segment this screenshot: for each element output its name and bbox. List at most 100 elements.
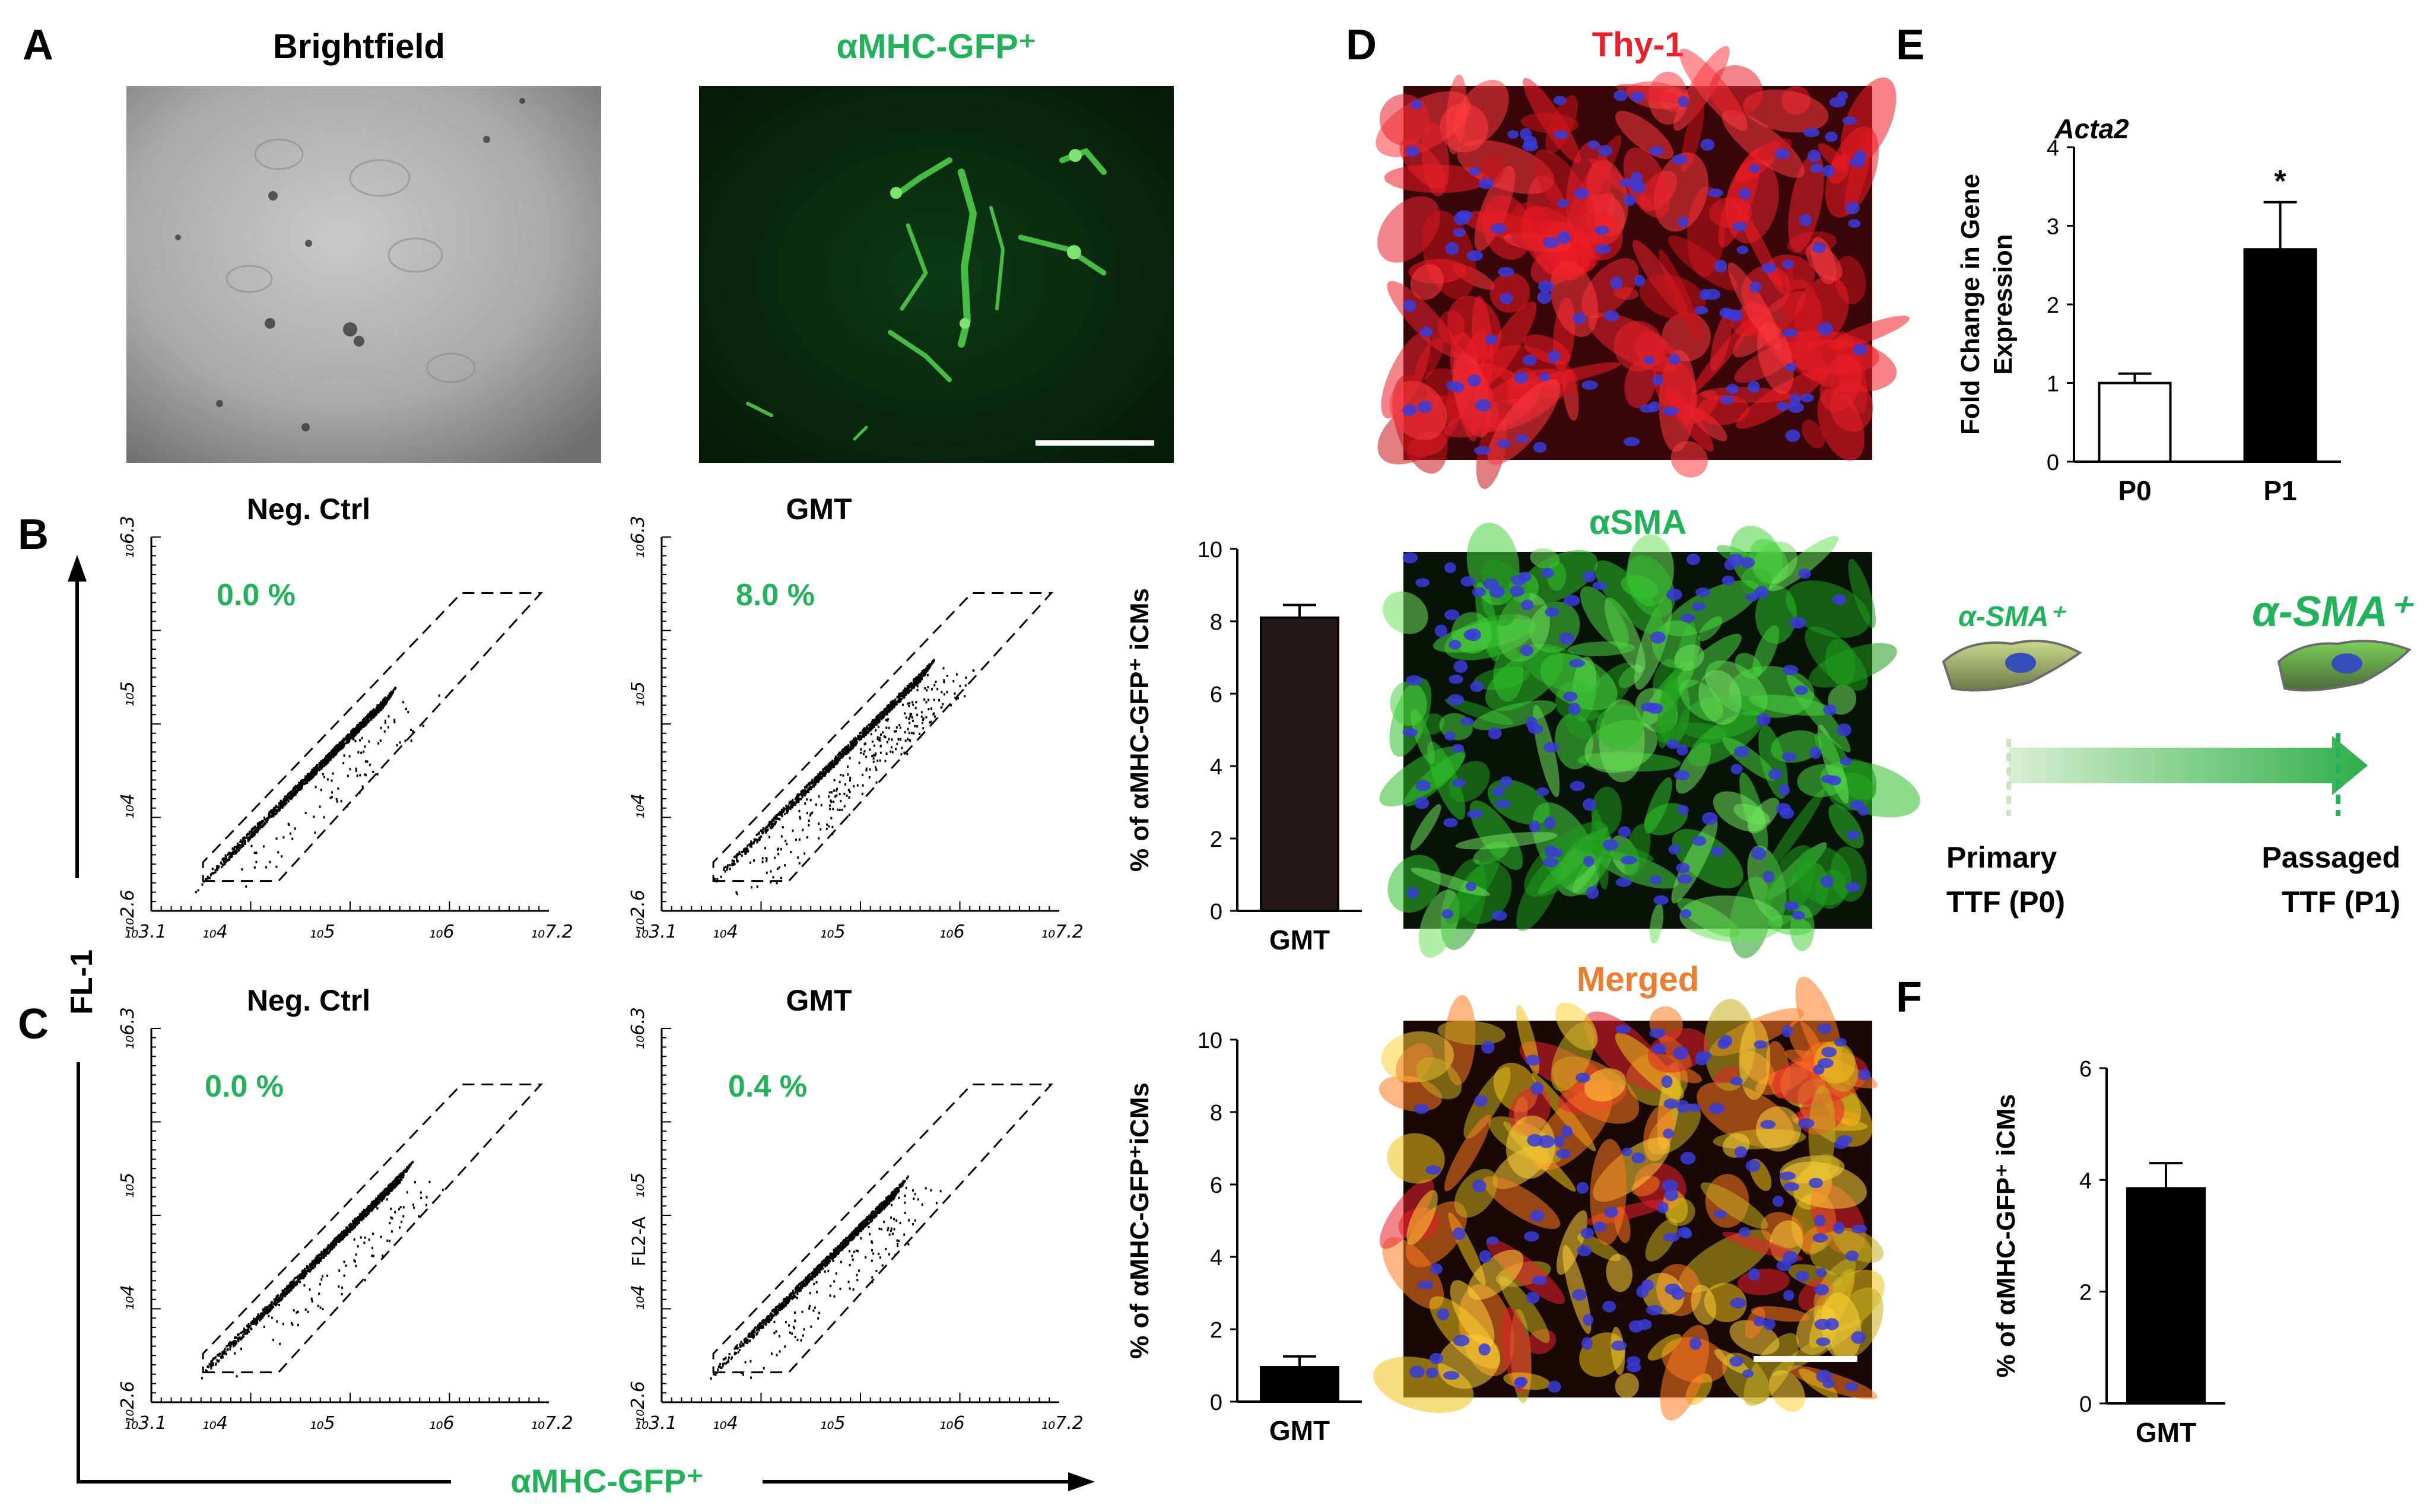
passage-arrow-icon: [2006, 733, 2368, 816]
x-tick-label: ₁₀7.2: [531, 1413, 573, 1434]
asma-image: [1379, 522, 1920, 958]
x-tick-label: ₁₀4: [713, 1413, 738, 1434]
y-tick-label: 0: [1210, 1390, 1222, 1415]
category-label: GMT: [1269, 1415, 1330, 1446]
y-tick-label: 6: [2079, 1057, 2092, 1082]
gfp-axis-label: αMHC-GFP⁺: [510, 1462, 703, 1500]
y-tick-label: ₁₀4: [117, 1285, 138, 1310]
flow-plot: Neg. Ctrl ₁₀3.1 ₁₀4 ₁₀5 ₁₀6 ₁₀7.2 ₁₀2.6 ₁₀4 ₁₀5 ₁…: [117, 984, 573, 1434]
flow-gate-percent: 0.4 %: [728, 1069, 807, 1104]
y-tick-label: 8: [1210, 610, 1222, 635]
y-tick-label: 2: [2047, 293, 2059, 318]
bar-chart: 0 2 4 6 8 10 % of αMHC-GFP⁺ iCMs GMT: [1125, 538, 1362, 955]
brightfield-title: Brightfield: [273, 27, 445, 66]
flow-plot-title: Neg. Ctrl: [247, 984, 370, 1017]
thy1-title: Thy-1: [1592, 26, 1684, 64]
x-tick-label: ₁₀6: [939, 922, 965, 942]
x-tick-label: ₁₀7.2: [1041, 1413, 1084, 1434]
flow-plot: GMT ₁₀3.1 ₁₀4 ₁₀5 ₁₀6 ₁₀7.2 ₁₀2.6 ₁₀4 ₁₀5 ₁₀6.3 FL…: [628, 984, 1084, 1434]
y-tick-label: 4: [1210, 755, 1222, 780]
significance-marker: *: [2274, 164, 2286, 199]
flow-gate: [202, 592, 543, 882]
flow-gate-percent: 0.0 %: [217, 578, 296, 612]
merged-title: Merged: [1577, 960, 1699, 999]
y-tick-label: 0: [2047, 450, 2059, 475]
y-tick-label: ₁₀2.6: [117, 1381, 138, 1424]
y-tick-label: 6: [1210, 1173, 1222, 1198]
category-label: GMT: [2136, 1417, 2196, 1448]
y-tick-label: ₁₀2.6: [628, 890, 649, 932]
flow-gate: [712, 592, 1053, 882]
y-tick-label: 1: [2047, 372, 2059, 397]
y-tick-label: ₁₀6.3: [117, 516, 138, 558]
primary-caption-1: Primary: [1946, 841, 2057, 874]
bar-chart: 0 2 4 6 8 10 % of αMHC-GFP⁺iCMs GMT: [1125, 1028, 1362, 1446]
primary-cell-icon: [1942, 640, 2082, 692]
flow-gate-percent: 0.0 %: [205, 1069, 284, 1104]
y-tick-label: ₁₀5: [628, 1173, 649, 1198]
bar: [1260, 1366, 1339, 1403]
flow-events: [714, 659, 975, 895]
brightfield-image: [126, 86, 601, 463]
flow-events: [201, 1161, 444, 1380]
y-tick-label: 10: [1198, 1028, 1222, 1053]
x-tick-label: ₁₀3.1: [124, 922, 167, 942]
x-tick-label: ₁₀3.1: [124, 1413, 167, 1434]
y-tick-label: 4: [1210, 1246, 1222, 1270]
flow-plot-title: GMT: [786, 984, 852, 1017]
x-tick-label: ₁₀7.2: [1041, 922, 1084, 942]
passaged-cell-icon: [2277, 640, 2412, 692]
fl1-axis-label: FL-1: [65, 949, 99, 1015]
chart-title: Acta2: [2054, 113, 2129, 144]
y-tick-label: ₁₀4: [628, 1285, 649, 1310]
y-tick-label: 0: [1210, 900, 1222, 925]
x-tick-label: ₁₀6: [939, 1413, 965, 1434]
gfp-image: [699, 86, 1174, 463]
bar: [2126, 1187, 2206, 1405]
asma-title: αSMA: [1589, 503, 1687, 542]
y-tick-label: ₁₀2.6: [628, 1381, 649, 1424]
y-tick-label: 2: [1210, 1318, 1222, 1343]
y-tick-label: 0: [2079, 1392, 2092, 1417]
flow-plot: GMT ₁₀3.1 ₁₀4 ₁₀5 ₁₀6 ₁₀7.2 ₁₀2.6 ₁₀4 ₁₀5 ₁₀6.3 8.…: [628, 493, 1084, 942]
panel-label-c: C: [18, 1000, 49, 1048]
x-tick-label: ₁₀5: [310, 922, 335, 942]
x-tick-label: ₁₀3.1: [634, 922, 677, 942]
merged-image: [1373, 976, 1885, 1421]
gfp-title: αMHC-GFP⁺: [837, 27, 1037, 66]
y-tick-label: 6: [1210, 682, 1222, 707]
flow-gate-percent: 8.0 %: [736, 578, 815, 612]
y-tick-label: ₁₀5: [117, 681, 138, 707]
y-tick-label: ₁₀5: [117, 1173, 138, 1198]
x-tick-label: ₁₀5: [820, 1413, 846, 1434]
right-marker-label: α-SMA⁺: [2252, 588, 2415, 636]
x-tick-label: ₁₀6: [429, 1413, 455, 1434]
bar: [2098, 382, 2172, 463]
y-axis-label: Fold Change in Gene: [1956, 174, 1985, 435]
x-tick-label: ₁₀4: [713, 922, 738, 942]
bar: [2243, 248, 2317, 463]
flow-events: [195, 687, 440, 894]
bar: [1260, 616, 1339, 913]
panel-label-a: A: [23, 21, 53, 69]
x-tick-label: ₁₀3.1: [634, 1413, 677, 1434]
flow-plot-title: GMT: [786, 493, 852, 526]
y-tick-label: ₁₀4: [117, 793, 138, 819]
flow-events: [710, 1175, 942, 1380]
flow-gate: [202, 1084, 543, 1374]
y-axis-label: % of αMHC-GFP⁺iCMs: [1125, 1082, 1154, 1359]
y-axis-label: % of αMHC-GFP⁺ iCMs: [1991, 1094, 2021, 1377]
y-tick-label: ₁₀4: [628, 793, 649, 819]
y-axis-label: Expression: [1989, 234, 2018, 374]
category-label: GMT: [1269, 925, 1330, 955]
y-tick-label: 2: [1210, 827, 1222, 852]
category-label: P0: [2118, 475, 2151, 506]
y-tick-label: 4: [2047, 136, 2059, 161]
flow-plot-title: Neg. Ctrl: [247, 493, 370, 526]
y-tick-label: ₁₀6.3: [628, 1007, 649, 1050]
y-tick-label: ₁₀6.3: [628, 516, 649, 558]
bar-chart: 0 1 2 3 4 Fold Change in Gene Expression Acta2 P…: [1956, 113, 2341, 506]
fl2-axis-label: FL2-A: [629, 1216, 650, 1266]
y-axis-label: % of αMHC-GFP⁺ iCMs: [1125, 588, 1154, 872]
